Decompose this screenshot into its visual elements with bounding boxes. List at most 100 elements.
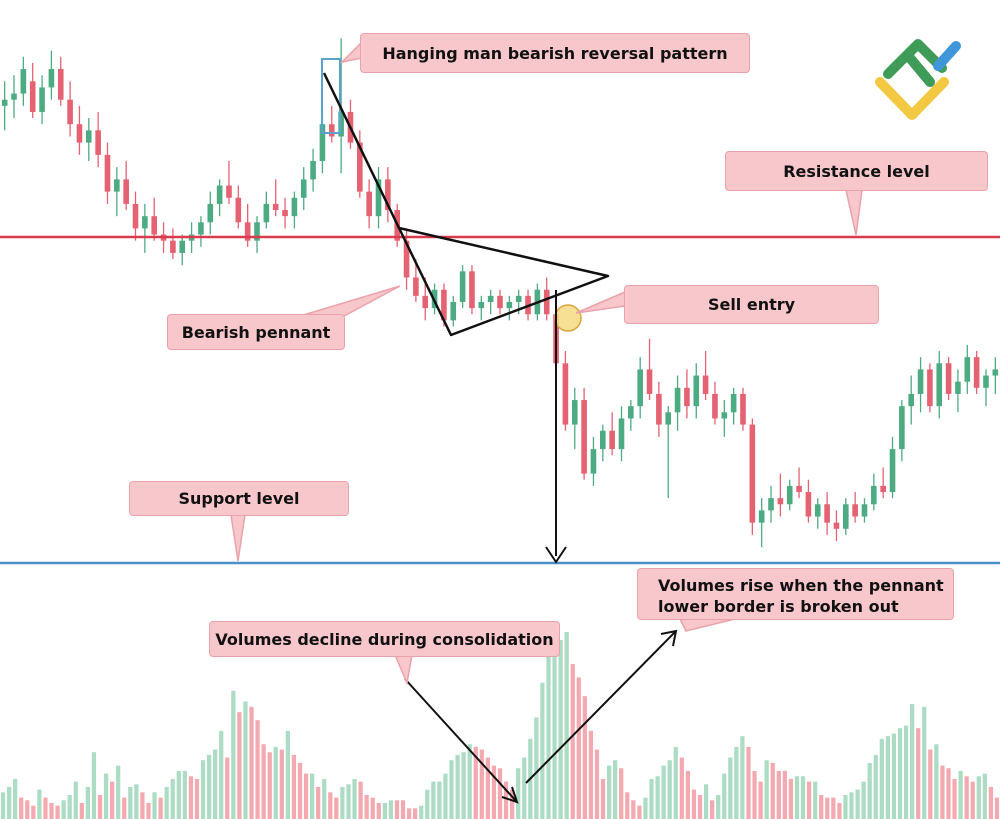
volume-bar bbox=[788, 778, 794, 819]
volumes-rise-callout-pointer bbox=[679, 618, 736, 632]
volume-bar bbox=[152, 792, 157, 819]
volume-bar bbox=[903, 725, 909, 819]
candle bbox=[67, 81, 73, 137]
candle-body bbox=[656, 393, 662, 425]
volume-bar bbox=[855, 789, 860, 819]
volume-bar bbox=[746, 746, 751, 819]
candle-body bbox=[628, 406, 634, 419]
volume-bar bbox=[534, 717, 539, 819]
candle bbox=[198, 216, 204, 247]
volume-bar bbox=[673, 746, 678, 819]
candle-body bbox=[142, 216, 148, 229]
volume-decline-arrowhead bbox=[501, 786, 519, 804]
volume-bar bbox=[813, 781, 818, 819]
candle-body bbox=[927, 369, 933, 407]
volume-bar bbox=[964, 776, 969, 819]
bearish-pennant-callout: Bearish pennant bbox=[167, 314, 345, 350]
volume-bar bbox=[843, 794, 848, 819]
volume-bar bbox=[770, 762, 775, 819]
candle bbox=[291, 191, 298, 229]
candle bbox=[57, 56, 64, 106]
volume-bar bbox=[540, 682, 545, 819]
volume-bar bbox=[110, 781, 115, 819]
volume-bar bbox=[61, 800, 66, 819]
volume-bar bbox=[934, 744, 939, 819]
candle-body bbox=[235, 197, 242, 223]
volume-bar bbox=[879, 738, 884, 819]
candle-body bbox=[814, 504, 821, 517]
candle-body bbox=[908, 393, 915, 407]
volume-bar bbox=[776, 770, 781, 819]
candle-body bbox=[254, 222, 260, 241]
candle bbox=[469, 265, 475, 315]
candle-body bbox=[730, 393, 737, 413]
volume-bar bbox=[31, 805, 36, 819]
candle-body bbox=[768, 498, 774, 511]
volume-bar bbox=[861, 781, 866, 819]
candle-body bbox=[842, 504, 849, 529]
volume-bar bbox=[297, 762, 303, 819]
volume-bar bbox=[885, 736, 890, 819]
candle-body bbox=[20, 69, 27, 94]
candle bbox=[581, 387, 587, 480]
volume-bar bbox=[176, 770, 181, 819]
candle-body bbox=[758, 510, 765, 523]
candlesticks bbox=[1, 38, 999, 548]
candle-body bbox=[515, 295, 522, 302]
candle-body bbox=[403, 240, 410, 278]
volume-bar bbox=[510, 789, 515, 819]
candle-body bbox=[300, 179, 307, 198]
candle bbox=[170, 228, 176, 260]
volume-bar bbox=[649, 778, 654, 819]
support-callout-pointer bbox=[230, 514, 246, 562]
candle-body bbox=[459, 271, 466, 302]
candle-body bbox=[777, 498, 784, 505]
candle-body bbox=[543, 289, 550, 315]
volume-bar bbox=[588, 730, 594, 819]
volume-bar bbox=[982, 773, 987, 819]
candle bbox=[749, 418, 756, 535]
candle-body bbox=[39, 87, 45, 112]
volumes-rise-line-1: Volumes rise when the pennant bbox=[658, 576, 944, 595]
candle bbox=[945, 357, 952, 401]
volume-bar bbox=[800, 776, 806, 819]
volume-bar bbox=[146, 802, 151, 819]
volume-bar bbox=[582, 696, 587, 819]
volume-bar bbox=[667, 760, 672, 819]
candle-body bbox=[899, 406, 905, 450]
volume-bar bbox=[188, 776, 194, 819]
candle-body bbox=[973, 357, 980, 388]
volume-bar bbox=[594, 749, 600, 819]
candle bbox=[179, 234, 186, 266]
candle bbox=[254, 216, 260, 253]
volumes-rise-line-2: lower border is broken out bbox=[658, 597, 899, 616]
volume-bar bbox=[419, 805, 424, 819]
volume-bar bbox=[103, 773, 109, 819]
candle-body bbox=[487, 295, 494, 302]
volume-bar bbox=[334, 797, 339, 819]
volume-bar bbox=[485, 757, 490, 819]
candle-body bbox=[170, 240, 176, 253]
volume-bar bbox=[394, 800, 400, 819]
candle bbox=[497, 289, 503, 315]
candle-body bbox=[562, 363, 569, 425]
candle bbox=[721, 400, 728, 437]
volume-bar bbox=[437, 781, 442, 819]
candle bbox=[403, 228, 410, 290]
candle-body bbox=[684, 387, 690, 407]
candle-body bbox=[310, 160, 316, 180]
candle-body bbox=[328, 124, 335, 137]
candle-body bbox=[375, 179, 382, 217]
candle-body bbox=[637, 369, 643, 407]
volume-bar bbox=[303, 773, 309, 819]
candle-body bbox=[497, 295, 503, 309]
volume-bar bbox=[243, 701, 248, 819]
volume-bar bbox=[631, 800, 636, 819]
volume-bar bbox=[722, 773, 727, 819]
candle-body bbox=[590, 449, 597, 474]
volume-bar bbox=[958, 770, 963, 819]
volume-bar bbox=[728, 757, 733, 819]
candle-body bbox=[609, 430, 615, 450]
candle-body bbox=[880, 485, 886, 493]
volume-bar bbox=[406, 808, 412, 819]
